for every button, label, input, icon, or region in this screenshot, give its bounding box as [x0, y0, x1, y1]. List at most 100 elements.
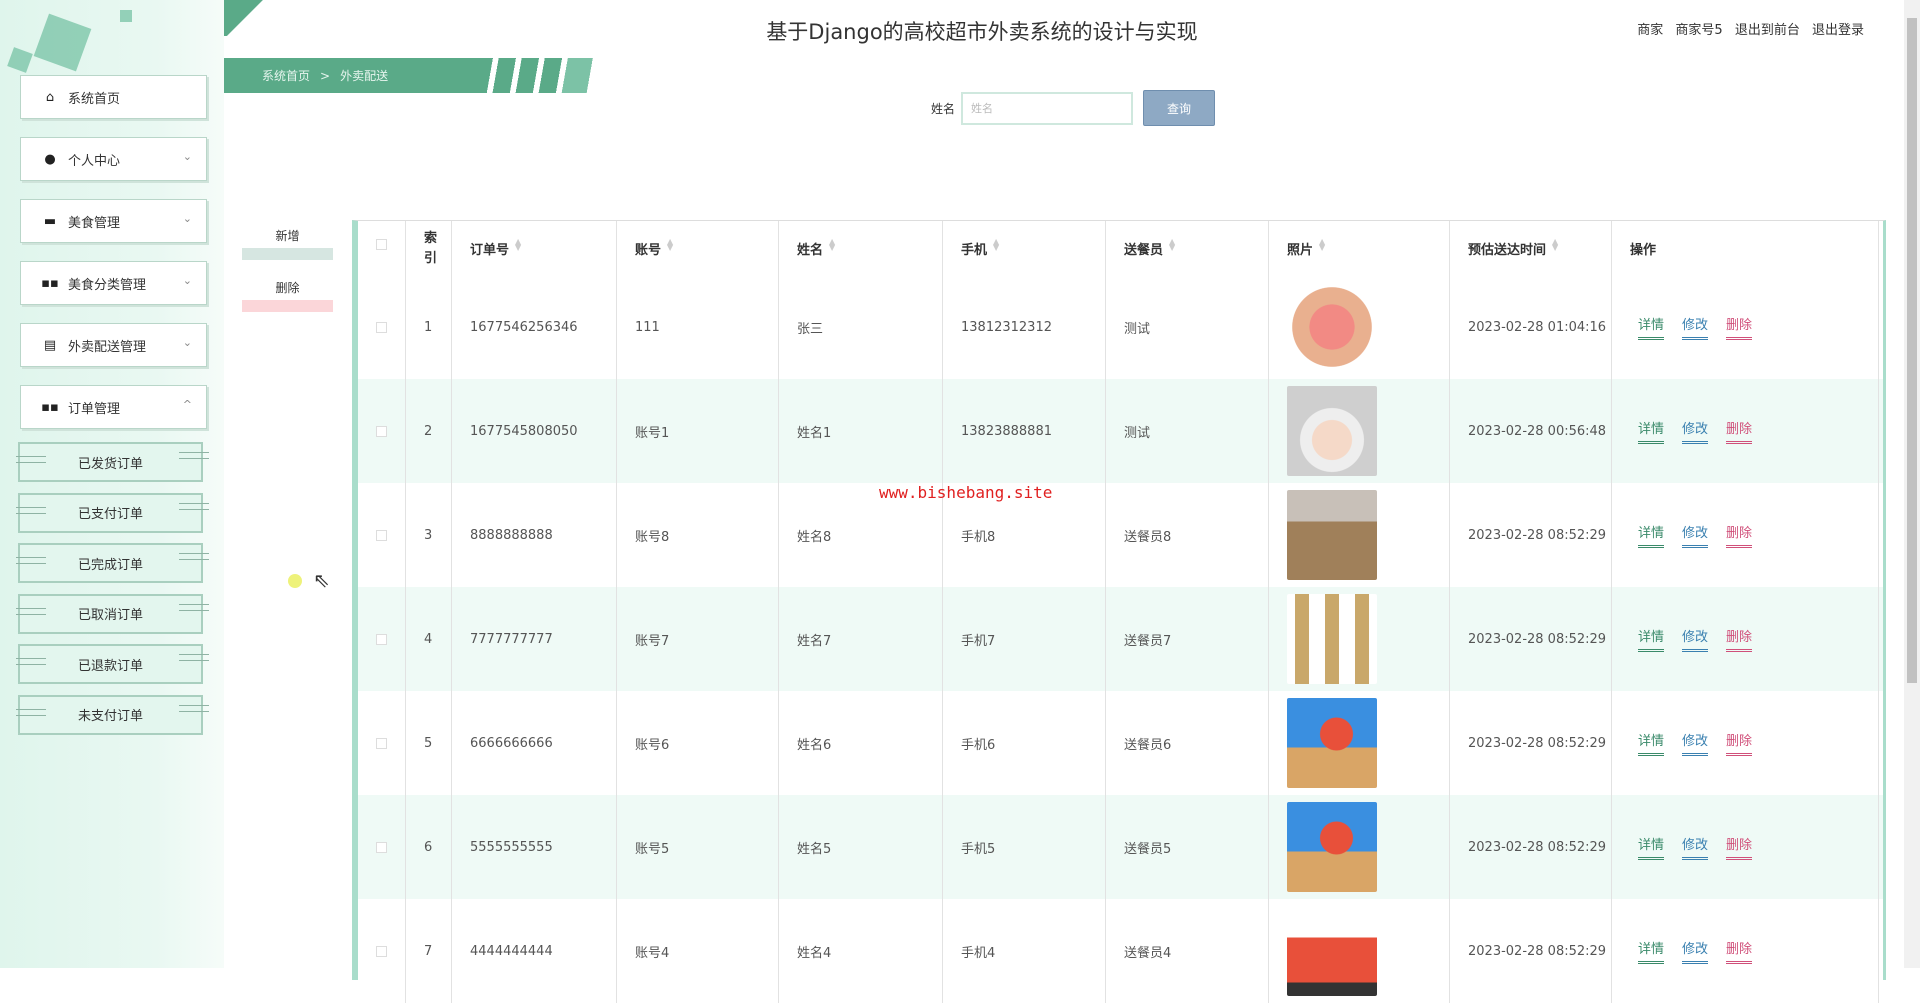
cell-text: 1 — [424, 319, 433, 335]
cell-eta: 2023-02-28 08:52:29 — [1450, 691, 1612, 795]
row-checkbox[interactable] — [376, 841, 387, 853]
user-name: 商家号5 — [1675, 23, 1723, 38]
column-label: 预估送达时间 — [1468, 243, 1547, 258]
add-button[interactable]: 新增 — [242, 227, 333, 260]
detail-link[interactable]: 详情 — [1638, 314, 1665, 340]
delete-link[interactable]: 删除 — [1726, 834, 1753, 860]
delete-link[interactable]: 删除 — [1726, 938, 1753, 964]
delete-link[interactable]: 删除 — [1726, 730, 1753, 756]
logout-link[interactable]: 退出登录 — [1811, 23, 1864, 38]
cell-courier: 测试 — [1106, 379, 1269, 483]
cell-text: 手机6 — [961, 737, 996, 753]
sidebar-item-5[interactable]: ▪▪ 订单管理 ^ — [20, 385, 207, 429]
search-button[interactable]: 查询 — [1143, 90, 1215, 126]
breadcrumb: 系统首页 > 外卖配送 — [224, 58, 602, 93]
row-checkbox[interactable] — [376, 425, 387, 437]
column-header-7[interactable]: 照片 ▲ ▼ — [1269, 221, 1450, 275]
scrollbar-thumb[interactable] — [1907, 18, 1917, 683]
cell-order_no: 4444444444 — [452, 899, 617, 1003]
cell-phone: 13823888881 — [943, 379, 1106, 483]
sidebar-item-0[interactable]: ⌂ 系统首页 — [20, 75, 207, 119]
row-checkbox[interactable] — [376, 321, 387, 333]
sort-icon[interactable]: ▲ ▼ — [1552, 237, 1559, 252]
cell-courier: 送餐员7 — [1106, 587, 1269, 691]
column-header-2[interactable]: 订单号 ▲ ▼ — [452, 221, 617, 275]
cell-eta: 2023-02-28 08:52:29 — [1450, 795, 1612, 899]
row-checkbox[interactable] — [376, 945, 387, 957]
sidebar-item-4[interactable]: ▤ 外卖配送管理 ⌄ — [20, 323, 207, 367]
delete-link[interactable]: 删除 — [1726, 522, 1753, 548]
sidebar-subitem-1[interactable]: 已支付订单 — [16, 492, 209, 533]
delete-link[interactable]: 删除 — [1726, 626, 1753, 652]
photo-thumbnail[interactable] — [1287, 490, 1377, 580]
cell-text: 2023-02-28 08:52:29 — [1468, 943, 1607, 959]
sort-icon[interactable]: ▲ ▼ — [993, 237, 1000, 252]
sidebar-subitem-5[interactable]: 未支付订单 — [16, 694, 209, 735]
row-checkbox[interactable] — [376, 633, 387, 645]
sidebar-subitem-label: 已发货订单 — [77, 456, 143, 472]
to-front-link[interactable]: 退出到前台 — [1734, 23, 1800, 38]
edit-link[interactable]: 修改 — [1682, 314, 1709, 340]
sidebar-subitem-4[interactable]: 已退款订单 — [16, 644, 209, 684]
cell-text: 姓名1 — [797, 425, 832, 441]
table-row: 1 1677546256346 111 张三 13812312312 测试 2023-02-… — [358, 275, 1883, 379]
delete-link[interactable]: 删除 — [1726, 418, 1753, 444]
cell-ops: 详情 修改 删除 — [1612, 899, 1879, 1003]
edit-link[interactable]: 修改 — [1682, 730, 1709, 756]
edit-link[interactable]: 修改 — [1682, 834, 1709, 860]
cell-index: 1 — [406, 275, 452, 379]
cell-phone: 手机4 — [943, 899, 1106, 1003]
sidebar-subitem-0[interactable]: 已发货订单 — [16, 442, 209, 482]
photo-thumbnail[interactable] — [1287, 906, 1377, 996]
detail-link[interactable]: 详情 — [1638, 834, 1665, 860]
cell-text: 测试 — [1124, 425, 1151, 441]
column-label: 送餐员 — [1124, 243, 1164, 258]
delete-link[interactable]: 删除 — [1726, 314, 1753, 340]
detail-link[interactable]: 详情 — [1638, 418, 1665, 444]
cell-photo — [1269, 379, 1450, 483]
edit-link[interactable]: 修改 — [1682, 418, 1709, 444]
sidebar-subitem-2[interactable]: 已完成订单 — [16, 543, 209, 583]
sidebar-subitem-label: 已完成订单 — [77, 557, 143, 573]
photo-thumbnail[interactable] — [1287, 594, 1377, 684]
cell-text: 13812312312 — [961, 319, 1052, 335]
row-checkbox[interactable] — [376, 737, 387, 749]
detail-link[interactable]: 详情 — [1638, 522, 1665, 548]
photo-thumbnail[interactable] — [1287, 802, 1377, 892]
column-header-5[interactable]: 手机 ▲ ▼ — [943, 221, 1106, 275]
column-header-3[interactable]: 账号 ▲ ▼ — [617, 221, 779, 275]
edit-link[interactable]: 修改 — [1682, 938, 1709, 964]
edit-link[interactable]: 修改 — [1682, 522, 1709, 548]
edit-link[interactable]: 修改 — [1682, 626, 1709, 652]
cell-ops: 详情 修改 删除 — [1612, 587, 1879, 691]
photo-thumbnail[interactable] — [1287, 386, 1377, 476]
sort-icon[interactable]: ▲ ▼ — [667, 237, 674, 252]
cell-ops: 详情 修改 删除 — [1612, 795, 1879, 899]
delete-button[interactable]: 删除 — [242, 279, 333, 312]
column-header-8[interactable]: 预估送达时间 ▲ ▼ — [1450, 221, 1612, 275]
sort-icon[interactable]: ▲ ▼ — [1319, 237, 1326, 252]
row-checkbox[interactable] — [376, 529, 387, 541]
sort-icon[interactable]: ▲ ▼ — [829, 237, 836, 252]
sidebar-item-2[interactable]: ▬ 美食管理 ⌄ — [20, 199, 207, 243]
photo-thumbnail[interactable] — [1287, 282, 1377, 372]
sidebar-item-3[interactable]: ▪▪ 美食分类管理 ⌄ — [20, 261, 207, 305]
detail-link[interactable]: 详情 — [1638, 730, 1665, 756]
cell-order_no: 6666666666 — [452, 691, 617, 795]
sort-icon[interactable]: ▲ ▼ — [1169, 237, 1176, 252]
sidebar-subitem-3[interactable]: 已取消订单 — [16, 593, 209, 634]
grid-icon: ▪▪ — [41, 275, 59, 291]
sidebar-item-1[interactable]: ● 个人中心 ⌄ — [20, 137, 207, 181]
column-header-6[interactable]: 送餐员 ▲ ▼ — [1106, 221, 1269, 275]
column-header-4[interactable]: 姓名 ▲ ▼ — [779, 221, 943, 275]
detail-link[interactable]: 详情 — [1638, 938, 1665, 964]
select-all-checkbox[interactable] — [376, 239, 387, 250]
detail-link[interactable]: 详情 — [1638, 626, 1665, 652]
photo-thumbnail[interactable] — [1287, 698, 1377, 788]
cell-text: 111 — [635, 319, 660, 335]
cell-phone: 13812312312 — [943, 275, 1106, 379]
breadcrumb-home[interactable]: 系统首页 — [262, 69, 311, 83]
name-search-input[interactable] — [961, 92, 1133, 125]
scrollbar[interactable] — [1904, 0, 1920, 968]
sort-icon[interactable]: ▲ ▼ — [515, 237, 522, 252]
